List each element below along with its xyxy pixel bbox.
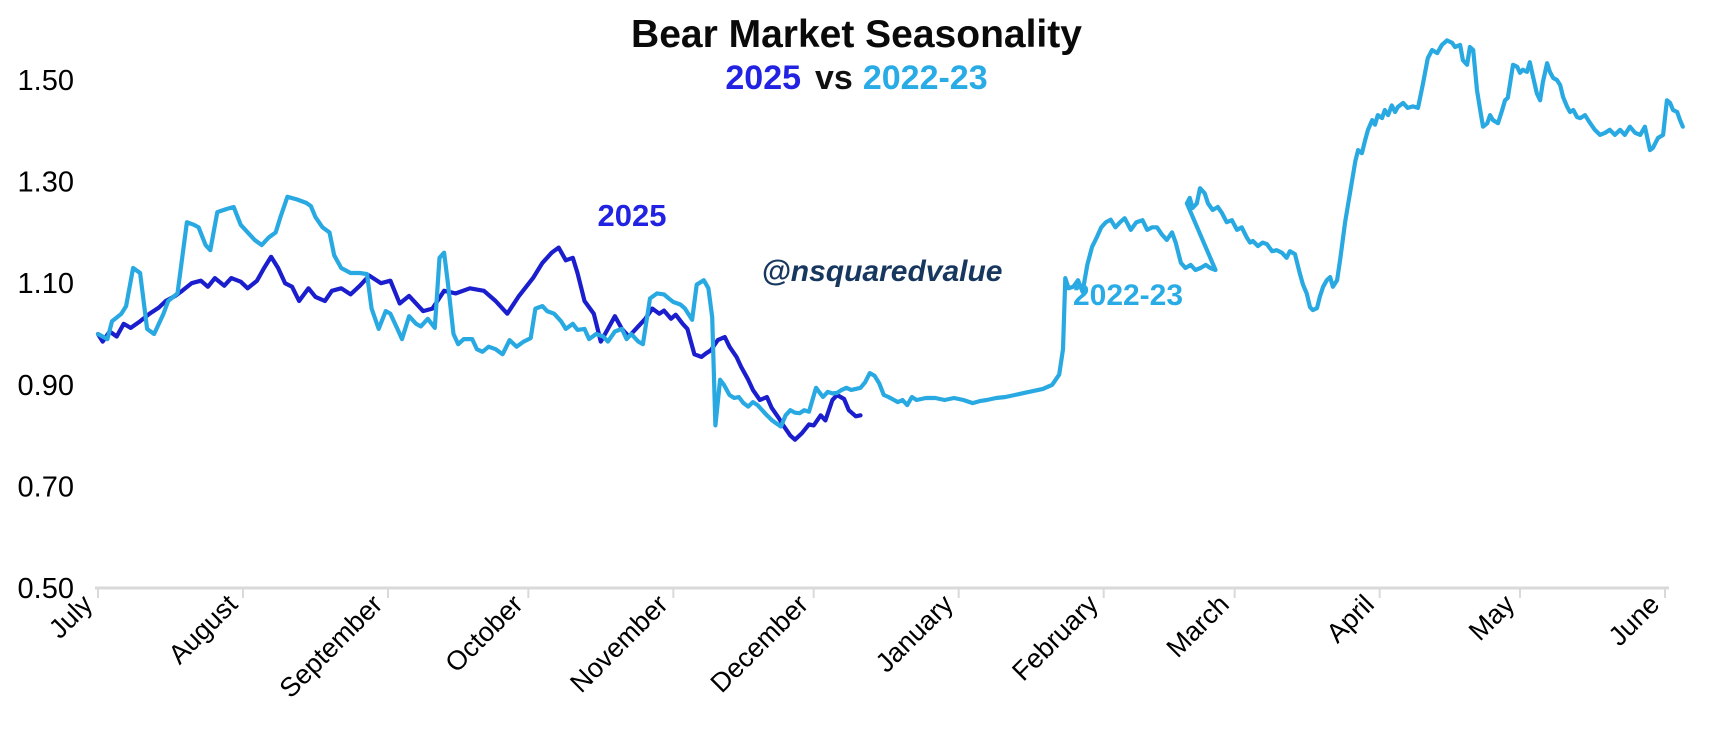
x-tick-label: June: [1603, 589, 1666, 652]
x-tick-label: August: [163, 589, 244, 670]
x-tick-label: December: [705, 589, 814, 698]
x-tick-label: February: [1006, 589, 1104, 687]
x-tick-label: October: [439, 589, 528, 678]
x-tick-label: January: [870, 589, 959, 678]
y-tick-label: 1.10: [18, 268, 74, 300]
y-tick-label: 1.50: [18, 65, 74, 97]
y-tick-label: 0.50: [18, 573, 74, 605]
y-tick-label: 1.30: [18, 167, 74, 199]
y-tick-label: 0.70: [18, 471, 74, 503]
y-tick-label: 0.90: [18, 370, 74, 402]
x-tick-label: May: [1463, 589, 1521, 647]
x-tick-label: March: [1161, 589, 1235, 663]
line-series-2022-23: [95, 38, 1685, 429]
line-series-2025: [95, 245, 863, 442]
x-tick-label: November: [564, 589, 673, 698]
x-tick-label: April: [1321, 589, 1380, 648]
x-tick-label: September: [274, 589, 389, 704]
